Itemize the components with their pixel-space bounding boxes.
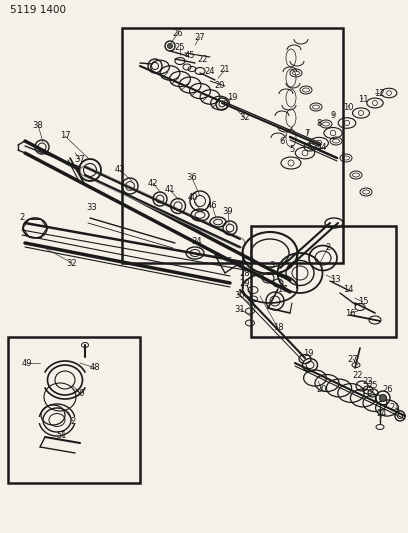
Text: 25: 25	[175, 43, 185, 52]
Text: 16: 16	[345, 309, 355, 318]
Text: 30: 30	[235, 292, 245, 301]
Text: 44: 44	[317, 143, 327, 152]
Text: 50: 50	[75, 389, 85, 398]
Text: 12: 12	[374, 88, 384, 98]
Text: 27: 27	[195, 33, 205, 42]
Text: 35: 35	[223, 256, 233, 265]
Text: 26: 26	[383, 385, 393, 394]
Text: 34: 34	[192, 237, 202, 246]
Text: 39: 39	[223, 206, 233, 215]
Text: 17: 17	[277, 285, 287, 294]
Text: 28: 28	[239, 269, 251, 278]
Text: 51: 51	[57, 432, 67, 440]
Text: 2: 2	[70, 416, 75, 425]
Text: 22: 22	[353, 370, 363, 379]
Text: 8: 8	[316, 119, 322, 128]
Text: 4: 4	[277, 271, 283, 279]
Text: 40: 40	[188, 193, 198, 203]
Text: 48: 48	[90, 364, 100, 373]
Text: 6: 6	[279, 136, 285, 146]
Text: 5: 5	[289, 146, 295, 155]
Text: 14: 14	[343, 286, 353, 295]
Text: 29: 29	[240, 279, 250, 287]
Text: 42: 42	[148, 179, 158, 188]
Text: 10: 10	[343, 102, 353, 111]
Text: 17: 17	[60, 132, 70, 141]
Text: 22: 22	[198, 54, 208, 63]
Text: 2: 2	[19, 213, 24, 222]
Text: 38: 38	[33, 120, 43, 130]
Text: 11: 11	[358, 94, 368, 103]
Text: 41: 41	[165, 185, 175, 195]
Text: 5119 1400: 5119 1400	[10, 5, 66, 15]
Text: 24: 24	[377, 409, 387, 418]
Text: 15: 15	[358, 297, 368, 306]
Text: 7: 7	[304, 128, 310, 138]
Text: 19: 19	[227, 93, 237, 102]
Text: 3: 3	[269, 261, 275, 270]
Text: 25: 25	[368, 381, 378, 390]
Ellipse shape	[168, 44, 173, 49]
Text: 37: 37	[75, 155, 85, 164]
Text: 24: 24	[205, 67, 215, 76]
Text: 20: 20	[215, 80, 225, 90]
Text: 43: 43	[115, 166, 125, 174]
Text: 19: 19	[303, 350, 313, 359]
Text: 49: 49	[22, 359, 32, 367]
Text: 27: 27	[348, 354, 358, 364]
Text: 21: 21	[220, 66, 230, 75]
Text: 9: 9	[330, 110, 336, 119]
Text: 36: 36	[186, 174, 197, 182]
Text: 26: 26	[173, 28, 183, 37]
Text: 46: 46	[207, 200, 217, 209]
Text: 32: 32	[239, 114, 251, 123]
Text: 45: 45	[185, 51, 195, 60]
Ellipse shape	[379, 394, 386, 401]
Text: 23: 23	[363, 376, 373, 385]
Text: 31: 31	[235, 304, 245, 313]
Text: 13: 13	[330, 274, 340, 284]
Text: 18: 18	[273, 324, 283, 333]
Text: 21: 21	[390, 403, 400, 413]
Text: 20: 20	[317, 385, 327, 394]
Text: 32: 32	[67, 259, 77, 268]
Text: 33: 33	[86, 204, 98, 213]
Text: 2: 2	[325, 243, 330, 252]
